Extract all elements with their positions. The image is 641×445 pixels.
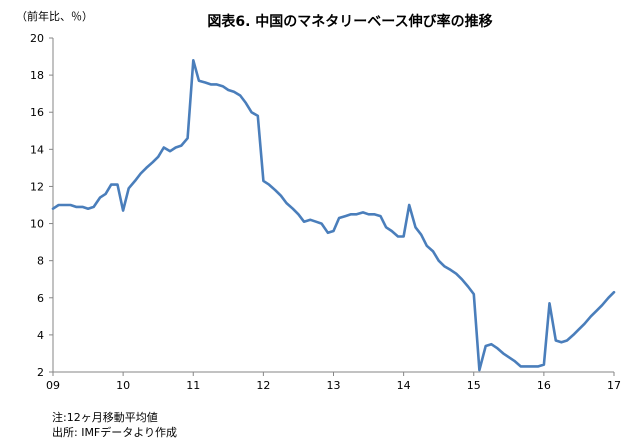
series-line	[51, 58, 616, 372]
x-tick-label: 13	[327, 379, 341, 392]
y-tick-label: 12	[30, 180, 44, 193]
y-tick-label: 10	[30, 218, 44, 231]
y-axis-ticks: 2 4 6 8 10 12 14 16 18 20	[30, 32, 53, 379]
x-tick-label: 10	[116, 379, 130, 392]
y-tick-label: 8	[37, 255, 44, 268]
y-tick-label: 2	[37, 366, 44, 379]
y-tick-label: 16	[30, 106, 44, 119]
series	[51, 58, 616, 372]
x-tick-label: 09	[46, 379, 60, 392]
y-tick-label: 14	[30, 143, 44, 156]
y-tick-label: 18	[30, 69, 44, 82]
chart: 図表6. 中国のマネタリーベース伸び率の推移 （前年比、％） 2 4 6 8 10 12 1…	[16, 9, 621, 392]
x-tick-label: 14	[397, 379, 411, 392]
footnotes: 注:12ヶ月移動平均値 出所: IMFデータより作成	[52, 410, 177, 440]
chart-title: 図表6. 中国のマネタリーベース伸び率の推移	[207, 13, 492, 30]
x-axis-ticks: 09 10 11 12 13 14 15 16 17	[46, 372, 621, 392]
x-tick-label: 15	[467, 379, 481, 392]
y-tick-label: 20	[30, 32, 44, 45]
footnote-moving-average: 注:12ヶ月移動平均値	[52, 411, 158, 424]
y-tick-label: 4	[37, 329, 44, 342]
x-tick-label: 11	[186, 379, 200, 392]
y-axis-unit: （前年比、％）	[16, 9, 93, 23]
x-tick-label: 12	[256, 379, 270, 392]
y-tick-label: 6	[37, 292, 44, 305]
x-tick-label: 17	[607, 379, 621, 392]
footnote-source: 出所: IMFデータより作成	[52, 426, 178, 439]
x-tick-label: 16	[537, 379, 551, 392]
axes	[52, 38, 614, 373]
